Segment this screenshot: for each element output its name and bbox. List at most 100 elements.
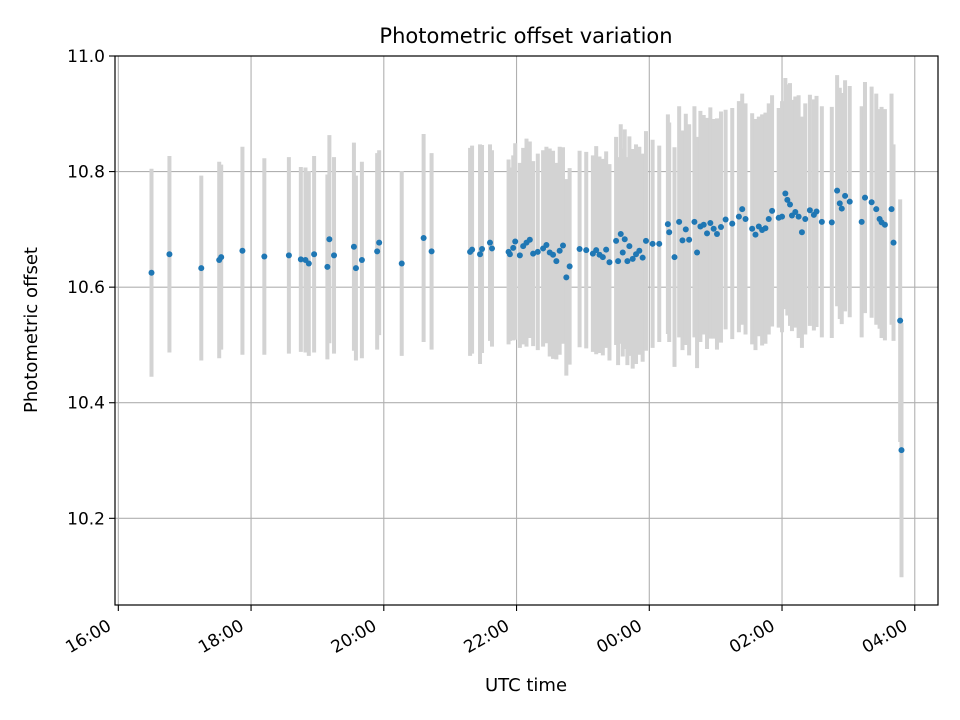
data-point: [374, 248, 381, 255]
data-point: [798, 229, 805, 236]
data-point: [838, 205, 845, 212]
data-point: [636, 247, 643, 254]
data-point: [615, 258, 622, 265]
data-point: [350, 243, 357, 250]
data-point: [888, 206, 895, 213]
data-point: [786, 201, 793, 208]
data-point: [311, 251, 318, 258]
data-point: [506, 251, 513, 258]
data-point: [510, 244, 517, 251]
y-axis-label: Photometric offset: [21, 247, 42, 413]
data-point: [148, 269, 155, 276]
data-point: [556, 247, 563, 254]
data-point: [710, 225, 717, 232]
data-point: [358, 256, 365, 263]
data-point: [890, 239, 897, 246]
data-point: [784, 196, 791, 203]
y-tick-label: 10.2: [67, 509, 105, 529]
chart-title: Photometric offset variation: [379, 24, 672, 48]
data-point: [722, 216, 729, 223]
data-point: [742, 215, 749, 222]
data-point: [713, 230, 720, 237]
data-point: [749, 225, 756, 232]
data-point: [261, 253, 268, 260]
data-point: [352, 265, 359, 272]
data-point: [858, 218, 865, 225]
y-tick-label: 10.4: [67, 394, 105, 414]
data-point: [599, 254, 606, 261]
data-point: [639, 254, 646, 261]
data-point: [218, 254, 225, 261]
data-point: [398, 260, 405, 267]
data-point: [305, 260, 312, 267]
data-point: [769, 207, 776, 214]
data-point: [752, 231, 759, 238]
data-point: [563, 274, 570, 281]
data-point: [376, 239, 383, 246]
data-point: [686, 236, 693, 243]
data-point: [166, 251, 173, 258]
data-point: [656, 240, 663, 247]
data-point: [477, 251, 484, 258]
data-point: [836, 200, 843, 207]
data-point: [642, 237, 649, 244]
data-point: [676, 218, 683, 225]
data-point: [534, 248, 541, 255]
data-point: [735, 213, 742, 220]
data-point: [782, 190, 789, 197]
data-point: [624, 258, 631, 265]
data-point: [198, 265, 205, 272]
data-point: [479, 246, 486, 253]
y-tick-label: 11.0: [67, 47, 105, 67]
data-point: [679, 237, 686, 244]
data-point: [560, 242, 567, 249]
data-point: [717, 224, 724, 231]
data-point: [553, 258, 560, 265]
data-point: [550, 251, 557, 258]
data-point: [666, 229, 673, 236]
data-point: [834, 187, 841, 194]
data-point: [671, 254, 678, 261]
data-point: [428, 248, 435, 255]
data-point: [861, 194, 868, 201]
data-point: [566, 263, 573, 270]
data-point: [530, 250, 537, 257]
data-point: [779, 213, 786, 220]
y-axis-ticks: 10.2 10.4 10.6 10.8 11.0: [67, 47, 115, 529]
data-point: [626, 243, 633, 250]
data-point: [691, 218, 698, 225]
data-point: [828, 219, 835, 226]
data-point: [802, 215, 809, 222]
data-point: [543, 241, 550, 248]
data-points: [148, 187, 905, 454]
data-point: [881, 221, 888, 228]
data-point: [297, 256, 304, 263]
data-point: [813, 208, 820, 215]
data-point: [512, 238, 519, 245]
data-point: [621, 236, 628, 243]
data-point: [868, 199, 875, 206]
data-point: [606, 259, 613, 266]
data-point: [239, 247, 246, 254]
data-point: [324, 263, 331, 270]
data-point: [897, 317, 904, 324]
data-point: [700, 221, 707, 228]
data-point: [285, 252, 292, 259]
data-point: [603, 246, 610, 253]
data-point: [583, 247, 590, 254]
data-point: [898, 447, 905, 454]
y-tick-label: 10.6: [67, 278, 105, 298]
data-point: [486, 239, 493, 246]
data-point: [795, 213, 802, 220]
data-point: [739, 206, 746, 213]
data-point: [469, 246, 476, 253]
data-point: [765, 215, 772, 222]
data-point: [613, 237, 620, 244]
data-point: [704, 230, 711, 237]
x-axis-label: UTC time: [485, 675, 567, 696]
data-point: [526, 236, 533, 243]
data-point: [516, 252, 523, 259]
data-point: [649, 240, 656, 247]
data-point: [694, 249, 701, 256]
